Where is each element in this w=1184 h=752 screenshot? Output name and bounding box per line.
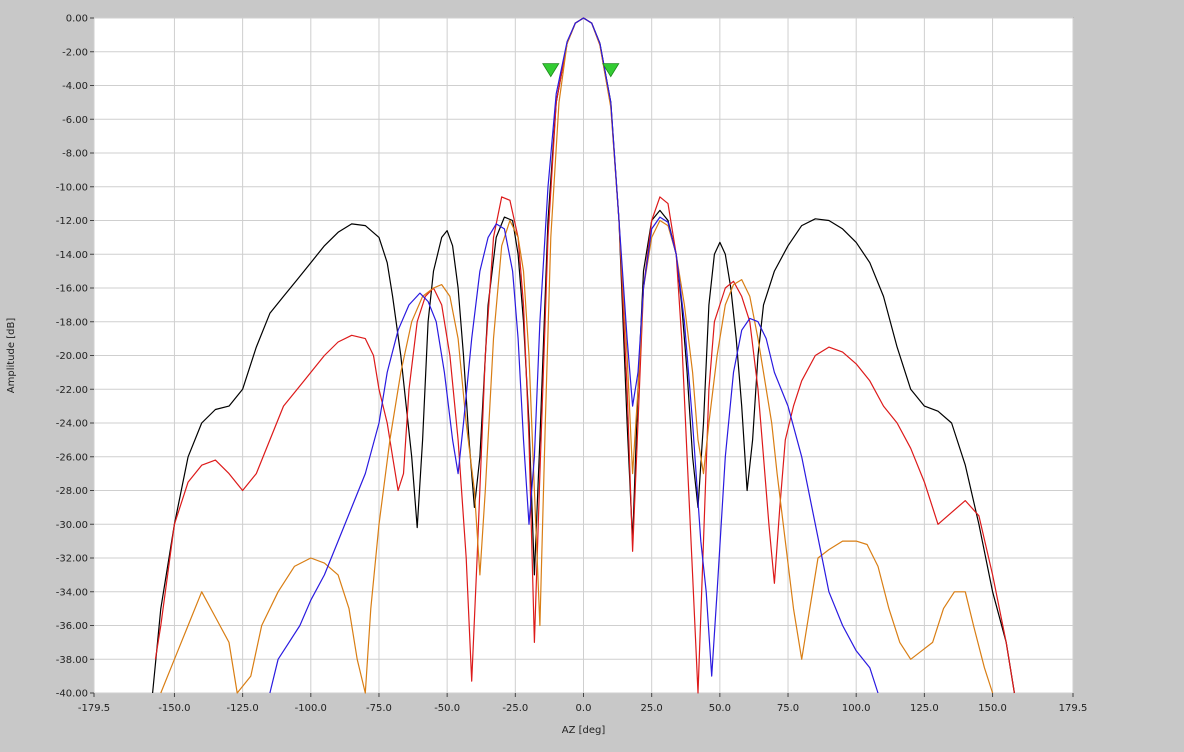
y-tick-label: -40.00	[56, 689, 88, 700]
y-tick-label: -28.00	[56, 486, 88, 497]
y-tick-label: -38.00	[56, 655, 88, 666]
grid	[93, 17, 1074, 694]
y-tick-label: -12.00	[56, 216, 88, 227]
y-tick-label: -30.00	[56, 520, 88, 531]
x-tick-label: -125.0	[226, 703, 258, 714]
y-tick-label: -26.00	[56, 452, 88, 463]
x-tick-label: -25.0	[502, 703, 528, 714]
x-tick-label: 50.0	[709, 703, 731, 714]
y-tick-label: -36.00	[56, 621, 88, 632]
y-tick-label: -8.00	[62, 149, 88, 160]
y-tick-label: -34.00	[56, 587, 88, 598]
y-tick-label: -22.00	[56, 385, 88, 396]
series-layer	[152, 17, 1015, 694]
y-tick-label: -4.00	[62, 81, 88, 92]
series-line-4	[269, 17, 879, 694]
y-tick-label: -10.00	[56, 182, 88, 193]
y-tick-label: -6.00	[62, 115, 88, 126]
x-tick-label: -179.5	[78, 703, 110, 714]
x-axis-label: AZ [deg]	[562, 725, 606, 736]
y-axis: 0.00 -2.00 -4.00 -6.00 -8.00 -10.00 -12.00 -14.…	[56, 14, 94, 700]
x-tick-label: 0.0	[576, 703, 592, 714]
x-tick-label: 179.5	[1059, 703, 1088, 714]
y-axis-label: Amplitude [dB]	[6, 318, 17, 394]
marker-layer	[542, 63, 620, 78]
x-tick-label: 75.0	[777, 703, 799, 714]
y-tick-label: 0.00	[66, 14, 88, 25]
y-tick-label: -24.00	[56, 419, 88, 430]
y-tick-label: -14.00	[56, 250, 88, 261]
x-tick-label: 100.0	[842, 703, 871, 714]
marker-triangle[interactable]	[542, 63, 560, 78]
x-axis: -179.5 -150.0 -125.0 -100.0 -75.0 -50.0 -25.0 0…	[78, 693, 1087, 714]
x-tick-label: 150.0	[978, 703, 1007, 714]
x-tick-label: -100.0	[295, 703, 327, 714]
y-tick-label: -16.00	[56, 284, 88, 295]
x-tick-label: -150.0	[158, 703, 190, 714]
y-tick-label: -18.00	[56, 317, 88, 328]
y-tick-label: -32.00	[56, 554, 88, 565]
y-tick-label: -2.00	[62, 47, 88, 58]
marker-triangle[interactable]	[602, 63, 620, 78]
x-tick-label: -50.0	[434, 703, 460, 714]
x-tick-label: -75.0	[366, 703, 392, 714]
x-tick-label: 25.0	[641, 703, 663, 714]
x-tick-label: 125.0	[910, 703, 939, 714]
y-tick-label: -20.00	[56, 351, 88, 362]
